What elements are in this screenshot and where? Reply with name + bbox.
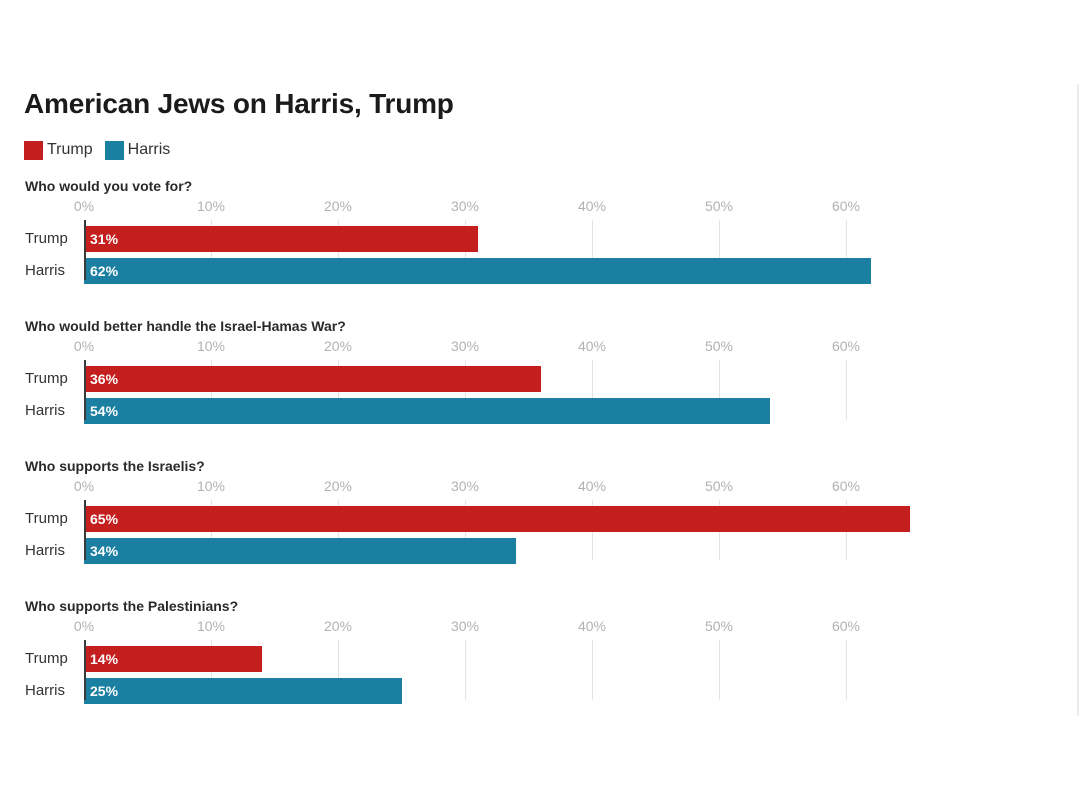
tick-label: 40%	[577, 478, 607, 494]
tick-label: 30%	[450, 198, 480, 214]
legend-swatch-harris	[104, 140, 124, 160]
chart-panel: Who would you vote for? 0% 10% 20% 30% 40% 50%…	[0, 178, 1080, 318]
bar: 14%	[84, 646, 262, 672]
tick-label: 0%	[73, 198, 95, 214]
gridline	[719, 220, 720, 280]
tick-label: 30%	[450, 338, 480, 354]
tick-label: 10%	[196, 338, 226, 354]
bar: 62%	[84, 258, 872, 284]
tick-label: 60%	[831, 618, 861, 634]
bar: 34%	[84, 538, 516, 564]
tick-label: 50%	[704, 198, 734, 214]
panel-question: Who supports the Israelis?	[25, 458, 205, 474]
gridline	[592, 640, 593, 700]
gridline	[719, 360, 720, 420]
gridline	[719, 640, 720, 700]
row-label: Trump	[25, 510, 68, 527]
gridline	[846, 220, 847, 280]
row-label: Trump	[25, 370, 68, 387]
legend-swatch-trump	[24, 140, 43, 160]
legend-label-harris: Harris	[127, 141, 171, 158]
bar-value-label: 34%	[90, 543, 119, 559]
tick-label: 20%	[323, 338, 353, 354]
bar-value-label: 65%	[90, 511, 119, 527]
legend-label-trump: Trump	[47, 141, 93, 158]
legend-item-harris: Harris	[104, 140, 171, 160]
tick-label: 20%	[323, 618, 353, 634]
tick-label: 10%	[196, 198, 226, 214]
tick-label: 60%	[831, 198, 861, 214]
tick-label: 40%	[577, 198, 607, 214]
tick-label: 40%	[577, 338, 607, 354]
axis-baseline	[84, 640, 86, 700]
bar-value-label: 25%	[90, 683, 119, 699]
tick-label: 0%	[73, 478, 95, 494]
bar: 54%	[84, 398, 770, 424]
chart-panel: Who would better handle the Israel-Hamas…	[0, 318, 1080, 458]
panel-question: Who supports the Palestinians?	[25, 598, 239, 614]
tick-label: 0%	[73, 338, 95, 354]
tick-label: 60%	[831, 338, 861, 354]
panel-question: Who would you vote for?	[25, 178, 193, 194]
tick-label: 50%	[704, 618, 734, 634]
panel-question: Who would better handle the Israel-Hamas…	[25, 318, 346, 334]
bar: 31%	[84, 226, 478, 252]
chart-title: American Jews on Harris, Trump	[24, 88, 454, 119]
row-label: Harris	[25, 682, 65, 699]
gridline	[846, 360, 847, 420]
tick-label: 10%	[196, 618, 226, 634]
row-label: Trump	[25, 650, 68, 667]
tick-label: 30%	[450, 478, 480, 494]
chart-panel: Who supports the Palestinians? 0% 10% 20% 30…	[0, 598, 1080, 738]
tick-label: 20%	[323, 478, 353, 494]
row-label: Harris	[25, 262, 65, 279]
tick-label: 40%	[577, 618, 607, 634]
bar: 25%	[84, 678, 402, 704]
tick-label: 50%	[704, 478, 734, 494]
row-label: Trump	[25, 230, 68, 247]
bar-value-label: 14%	[90, 651, 119, 667]
tick-label: 10%	[196, 478, 226, 494]
axis-baseline	[84, 500, 86, 560]
bar: 36%	[84, 366, 542, 392]
tick-label: 20%	[323, 198, 353, 214]
axis-baseline	[84, 360, 86, 420]
legend-item-trump: Trump	[24, 140, 93, 160]
right-divider	[1077, 84, 1079, 716]
tick-label: 0%	[73, 618, 95, 634]
bar-value-label: 31%	[90, 231, 119, 247]
gridline	[465, 640, 466, 700]
gridline	[592, 220, 593, 280]
axis-baseline	[84, 220, 86, 280]
tick-label: 60%	[831, 478, 861, 494]
tick-label: 50%	[704, 338, 734, 354]
chart-panel: Who supports the Israelis? 0% 10% 20% 30% 40%…	[0, 458, 1080, 598]
gridline	[592, 360, 593, 420]
tick-label: 30%	[450, 618, 480, 634]
bar: 65%	[84, 506, 910, 532]
gridline	[846, 640, 847, 700]
legend: Trump Harris	[24, 140, 182, 160]
row-label: Harris	[25, 402, 65, 419]
bar-value-label: 62%	[90, 263, 119, 279]
gridline	[338, 640, 339, 700]
bar-value-label: 54%	[90, 403, 119, 419]
bar-value-label: 36%	[90, 371, 119, 387]
row-label: Harris	[25, 542, 65, 559]
